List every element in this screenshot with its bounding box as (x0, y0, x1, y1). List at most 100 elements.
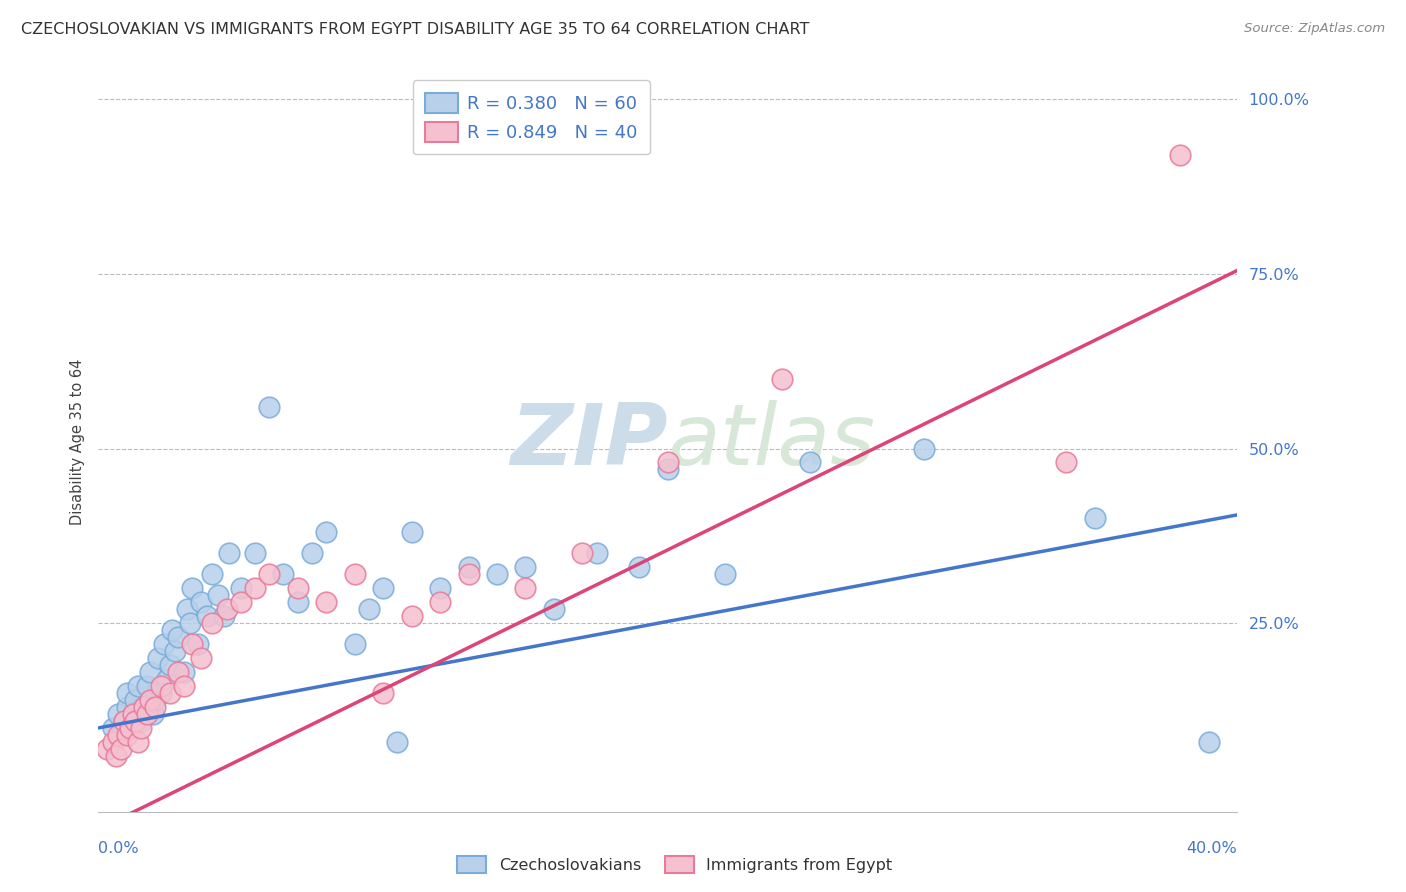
Point (176, 602, 198, 616)
Point (104, 748, 127, 763)
Point (1198, 735, 1220, 749)
Point (112, 714, 135, 728)
Point (112, 714, 135, 728)
Point (110, 728, 132, 742)
Point (401, 525, 423, 540)
Legend: Czechoslovakians, Immigrants from Egypt: Czechoslovakians, Immigrants from Egypt (451, 849, 898, 880)
Text: CZECHOSLOVAKIAN VS IMMIGRANTS FROM EGYPT DISABILITY AGE 35 TO 64 CORRELATION CHA: CZECHOSLOVAKIAN VS IMMIGRANTS FROM EGYPT… (21, 22, 810, 37)
Point (110, 742, 132, 756)
Point (121, 706, 143, 721)
Point (129, 721, 152, 735)
Point (121, 706, 143, 721)
Point (243, 581, 266, 595)
Point (201, 567, 224, 582)
Point (167, 630, 190, 644)
Point (124, 714, 146, 728)
Point (212, 609, 235, 624)
Point (373, 686, 395, 700)
Point (401, 609, 423, 624)
Point (229, 581, 252, 595)
Point (799, 455, 821, 469)
Point (129, 714, 152, 728)
Point (148, 651, 170, 665)
Text: Source: ZipAtlas.com: Source: ZipAtlas.com (1244, 22, 1385, 36)
Point (132, 700, 155, 714)
Point (912, 442, 935, 456)
Point (118, 721, 141, 735)
Point (145, 693, 167, 707)
Point (118, 721, 141, 735)
Text: atlas: atlas (668, 400, 876, 483)
Point (132, 700, 155, 714)
Point (287, 595, 309, 609)
Point (150, 686, 173, 700)
Point (127, 679, 149, 693)
Point (207, 588, 229, 602)
Point (173, 679, 195, 693)
Point (165, 644, 187, 658)
Point (107, 728, 129, 742)
Point (141, 706, 163, 721)
Point (115, 686, 138, 700)
Point (124, 693, 146, 707)
Point (515, 581, 537, 595)
Point (127, 735, 149, 749)
Point (138, 665, 160, 679)
Point (115, 728, 138, 742)
Point (1170, 148, 1192, 162)
Point (343, 637, 366, 651)
Point (315, 525, 337, 540)
Point (96, 742, 118, 756)
Point (457, 560, 479, 574)
Point (515, 560, 537, 574)
Point (107, 706, 129, 721)
Point (190, 651, 212, 665)
Point (173, 665, 195, 679)
Point (115, 700, 138, 714)
Point (135, 706, 157, 721)
Point (585, 546, 607, 560)
Point (201, 616, 224, 631)
Point (343, 567, 366, 582)
Point (657, 462, 679, 476)
Point (259, 567, 281, 582)
Point (153, 637, 176, 651)
Point (273, 567, 295, 582)
Point (315, 595, 337, 609)
Point (179, 616, 201, 631)
Point (218, 546, 240, 560)
Point (135, 679, 157, 693)
Point (770, 372, 793, 386)
Point (159, 658, 181, 673)
Point (373, 581, 395, 595)
Point (259, 400, 281, 414)
Point (195, 609, 218, 624)
Point (229, 595, 252, 609)
Point (714, 567, 737, 582)
Point (181, 581, 204, 595)
Point (190, 595, 212, 609)
Point (215, 602, 238, 616)
Point (486, 567, 509, 582)
Point (156, 672, 179, 686)
Point (429, 595, 451, 609)
Point (167, 665, 190, 679)
Point (287, 581, 309, 595)
Point (628, 560, 651, 574)
Point (429, 581, 451, 595)
Point (150, 679, 173, 693)
Point (101, 721, 124, 735)
Point (187, 637, 209, 651)
Y-axis label: Disability Age 35 to 64: Disability Age 35 to 64 (69, 359, 84, 524)
Point (138, 693, 160, 707)
Text: 0.0%: 0.0% (98, 841, 139, 856)
Point (162, 623, 184, 637)
Legend: R = 0.380   N = 60, R = 0.849   N = 40: R = 0.380 N = 60, R = 0.849 N = 40 (412, 80, 650, 154)
Point (181, 637, 204, 651)
Point (543, 602, 565, 616)
Point (101, 735, 124, 749)
Point (1084, 511, 1107, 525)
Point (457, 567, 479, 582)
Point (145, 700, 167, 714)
Point (159, 686, 181, 700)
